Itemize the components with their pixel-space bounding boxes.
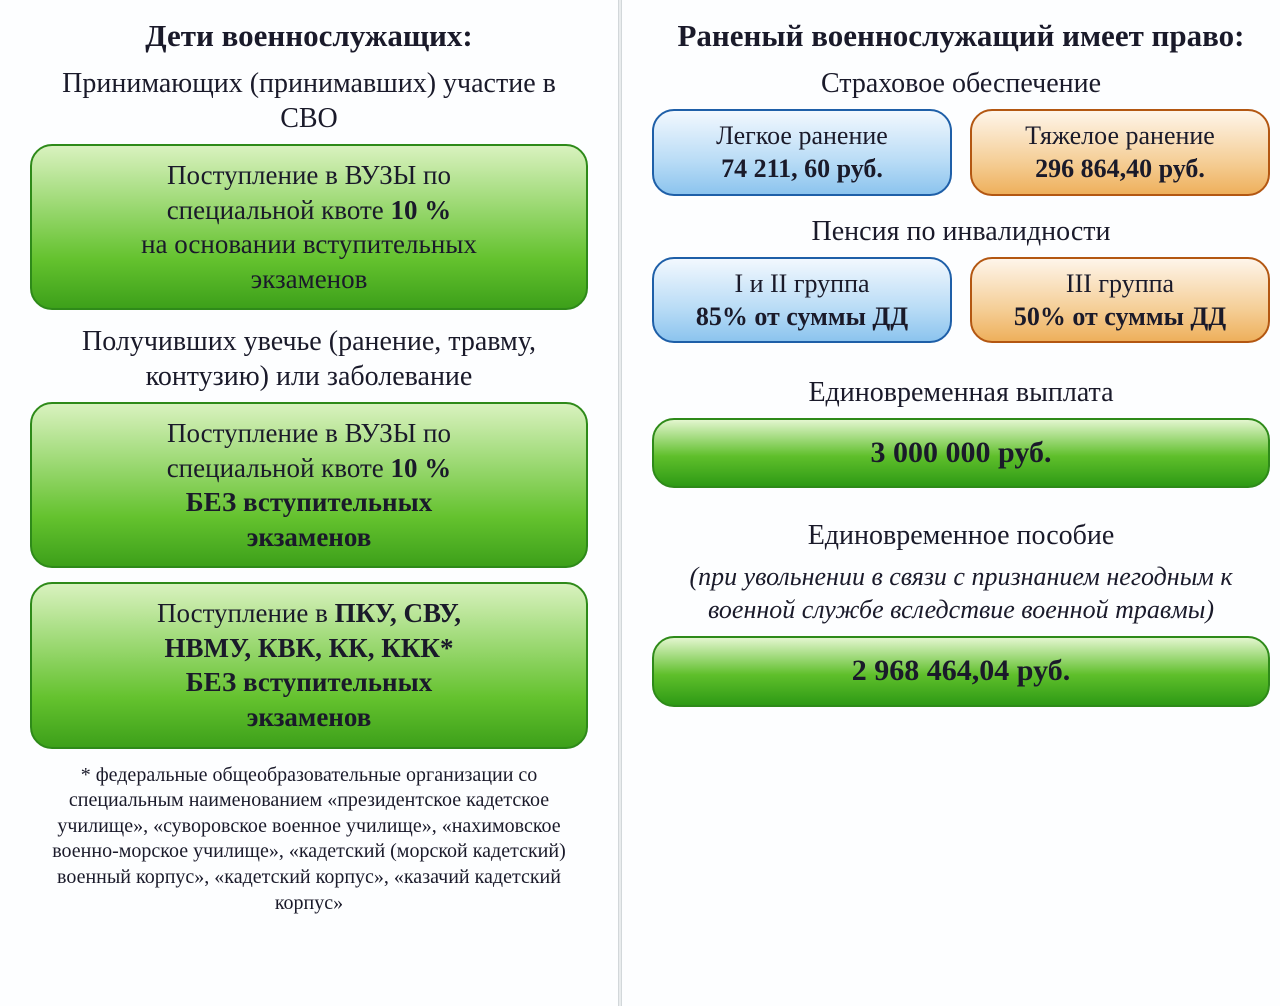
left-sub1: Принимающих (принимавших) участие в СВО	[30, 66, 588, 136]
value: 296 864,40 руб.	[982, 152, 1258, 185]
text-bold: 10 %	[391, 195, 452, 225]
insurance-heavy: Тяжелое ранение 296 864,40 руб.	[970, 109, 1270, 196]
value: 74 211, 60 руб.	[664, 152, 940, 185]
text: экзаменов	[251, 264, 368, 294]
right-column: Раненый военнослужащий имеет право: Стра…	[622, 0, 1280, 1006]
text: Поступление в ВУЗЫ по	[167, 160, 451, 190]
text: Поступление в	[157, 598, 335, 628]
sev-note: (при увольнении в связи с признанием нег…	[652, 561, 1270, 626]
text: на основании вступительных	[141, 229, 477, 259]
left-box-1: Поступление в ВУЗЫ по специальной квоте …	[30, 144, 588, 310]
text-bold: БЕЗ вступительных	[186, 487, 432, 517]
lump-caption: Единовременная выплата	[652, 375, 1270, 410]
left-title: Дети военнослужащих:	[30, 18, 588, 54]
label: Тяжелое ранение	[982, 119, 1258, 152]
text: специальной квоте	[167, 195, 391, 225]
label: I и II группа	[664, 267, 940, 300]
text-bold: ПКУ, СВУ,	[335, 598, 461, 628]
left-box-3: Поступление в ПКУ, СВУ, НВМУ, КВК, КК, К…	[30, 582, 588, 748]
value: 85% от суммы ДД	[664, 300, 940, 333]
left-sub2: Получивших увечье (ранение, травму, конт…	[30, 324, 588, 394]
text-bold: экзаменов	[247, 522, 372, 552]
label: Легкое ранение	[664, 119, 940, 152]
sev-box: 2 968 464,04 руб.	[652, 636, 1270, 706]
lump-value: 3 000 000 руб.	[871, 436, 1052, 469]
text: Поступление в ВУЗЫ по	[167, 418, 451, 448]
right-title: Раненый военнослужащий имеет право:	[652, 18, 1270, 54]
lump-box: 3 000 000 руб.	[652, 418, 1270, 488]
page: Дети военнослужащих: Принимающих (приним…	[0, 0, 1280, 1006]
text-bold: НВМУ, КВК, КК, ККК*	[165, 633, 454, 663]
text-bold: 10 %	[391, 453, 452, 483]
pension-g12: I и II группа 85% от суммы ДД	[652, 257, 952, 344]
text-bold: БЕЗ вступительных	[186, 667, 432, 697]
pension-g3: III группа 50% от суммы ДД	[970, 257, 1270, 344]
pension-pair: I и II группа 85% от суммы ДД III группа…	[652, 257, 1270, 344]
text-bold: экзаменов	[247, 702, 372, 732]
left-box-2: Поступление в ВУЗЫ по специальной квоте …	[30, 402, 588, 568]
sev-value: 2 968 464,04 руб.	[852, 654, 1070, 687]
insurance-pair: Легкое ранение 74 211, 60 руб. Тяжелое р…	[652, 109, 1270, 196]
label: III группа	[982, 267, 1258, 300]
left-footnote: * федеральные общеобразовательные органи…	[30, 763, 588, 917]
sev-caption: Единовременное пособие	[652, 518, 1270, 553]
text: специальной квоте	[167, 453, 391, 483]
insurance-light: Легкое ранение 74 211, 60 руб.	[652, 109, 952, 196]
value: 50% от суммы ДД	[982, 300, 1258, 333]
pension-caption: Пенсия по инвалидности	[652, 214, 1270, 249]
left-column: Дети военнослужащих: Принимающих (приним…	[0, 0, 618, 1006]
insurance-caption: Страховое обеспечение	[652, 66, 1270, 101]
